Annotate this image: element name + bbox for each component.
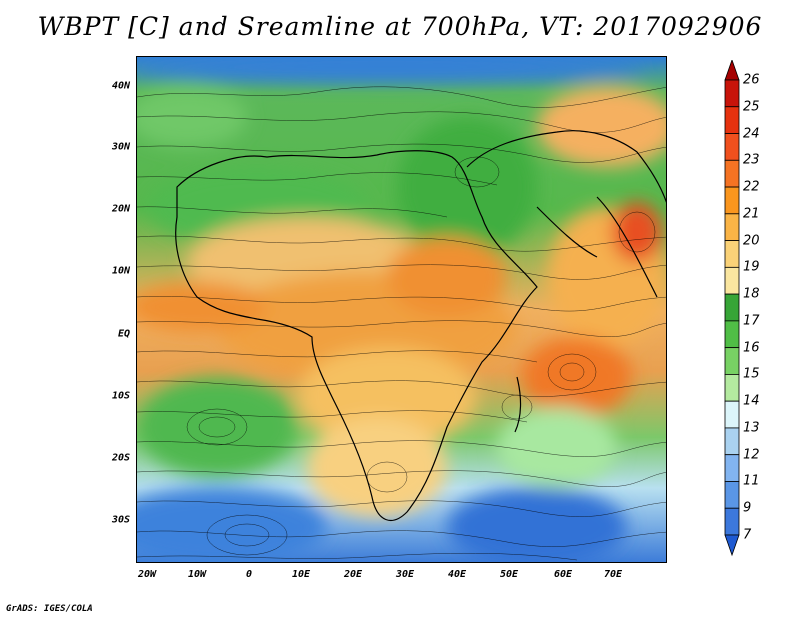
colorbar-swatch bbox=[724, 507, 740, 536]
lat-label-30s: 30S bbox=[111, 514, 130, 526]
colorbar-swatch bbox=[724, 454, 740, 482]
colorbar-max-arrow bbox=[724, 60, 740, 81]
lat-label-10n: 10N bbox=[111, 265, 130, 277]
colorbar-label: 7 bbox=[743, 527, 752, 543]
lat-label-30n: 30N bbox=[111, 141, 130, 153]
map-title: WBPT [C] and Sreamline at 700hPa, VT: 20… bbox=[37, 12, 763, 41]
colorbar-label: 22 bbox=[743, 179, 760, 195]
colorbar-swatch bbox=[724, 266, 740, 295]
lon-label-50e: 50E bbox=[499, 569, 519, 580]
map-panel bbox=[136, 56, 667, 563]
lat-label-20n: 20N bbox=[111, 203, 130, 215]
colorbar bbox=[724, 60, 740, 557]
lat-label-40n: 40N bbox=[111, 80, 130, 92]
colorbar-swatch bbox=[724, 427, 740, 456]
colorbar-label: 15 bbox=[743, 366, 760, 382]
colorbar-swatch bbox=[724, 186, 740, 215]
wbpt-field-map bbox=[137, 57, 666, 562]
lon-label-70e: 70E bbox=[603, 569, 623, 580]
lat-label-eq: EQ bbox=[117, 328, 130, 340]
lon-label-60e: 60E bbox=[553, 569, 573, 580]
colorbar-label: 13 bbox=[743, 420, 760, 436]
lat-label-10s: 10S bbox=[111, 390, 130, 402]
streamlines bbox=[137, 86, 666, 561]
colorbar-label: 14 bbox=[743, 393, 760, 409]
colorbar-swatch bbox=[724, 106, 740, 134]
colorbar-swatch bbox=[724, 240, 740, 268]
colorbar-swatch bbox=[724, 481, 740, 509]
lon-label-40e: 40E bbox=[447, 569, 467, 580]
colorbar-swatch bbox=[724, 79, 740, 108]
colorbar-label: 12 bbox=[743, 447, 760, 463]
colorbar-label: 17 bbox=[743, 313, 760, 329]
colorbar-swatch bbox=[724, 400, 740, 429]
colorbar-label: 26 bbox=[743, 72, 760, 88]
lon-label-20e: 20E bbox=[343, 569, 363, 580]
colorbar-label: 20 bbox=[743, 233, 760, 249]
colorbar-label: 21 bbox=[743, 206, 760, 222]
colorbar-label: 18 bbox=[743, 286, 760, 302]
lon-label-10e: 10E bbox=[291, 569, 311, 580]
colorbar-label: 23 bbox=[743, 152, 760, 168]
lon-label-20w: 20W bbox=[137, 569, 157, 580]
colorbar-swatch bbox=[724, 347, 740, 375]
credit-text: GrADS: IGES/COLA bbox=[6, 604, 93, 614]
colorbar-label: 19 bbox=[743, 259, 760, 275]
colorbar-swatch bbox=[724, 133, 740, 161]
colorbar-swatch bbox=[724, 213, 740, 241]
colorbar-label: 11 bbox=[743, 473, 760, 489]
colorbar-swatch bbox=[724, 320, 740, 349]
colorbar-swatch bbox=[724, 293, 740, 322]
colorbar-label: 25 bbox=[743, 99, 760, 115]
colorbar-label: 24 bbox=[743, 126, 760, 142]
lon-label-30e: 30E bbox=[395, 569, 415, 580]
colorbar-swatch bbox=[724, 374, 740, 402]
colorbar-swatch bbox=[724, 159, 740, 188]
lat-label-20s: 20S bbox=[111, 452, 130, 464]
colorbar-min-arrow bbox=[724, 534, 740, 557]
colorbar-label: 9 bbox=[743, 500, 752, 516]
colorbar-label: 16 bbox=[743, 340, 760, 356]
lon-label-10w: 10W bbox=[187, 569, 207, 580]
lon-label-0: 0 bbox=[245, 569, 253, 580]
